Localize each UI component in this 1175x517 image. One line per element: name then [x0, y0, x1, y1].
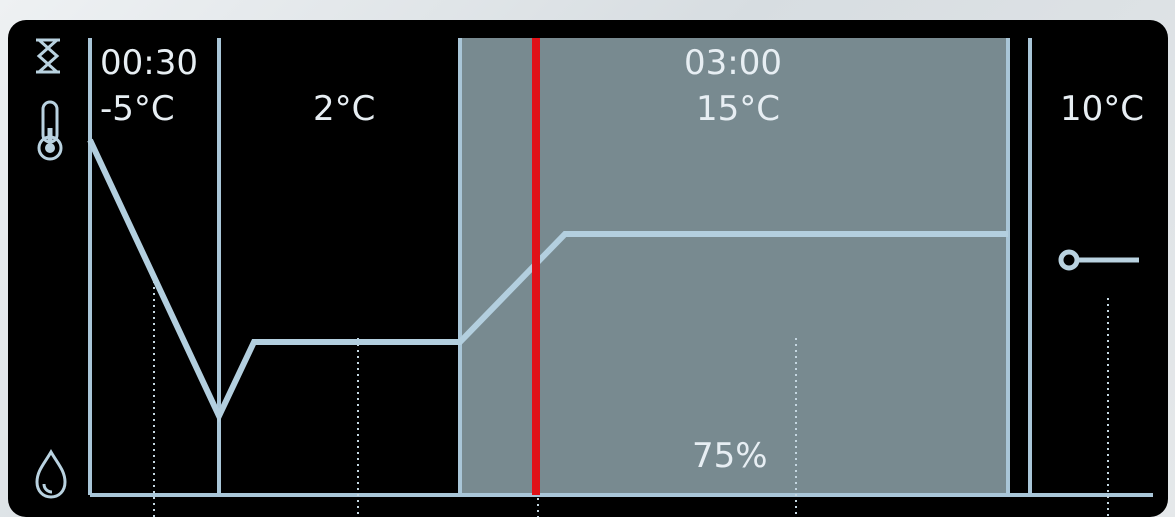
second-phase-temperature: 2°C: [313, 89, 375, 129]
water-drop-icon: [35, 449, 67, 499]
active-phase-panel: [460, 38, 1008, 493]
active-phase-time: 03:00: [684, 43, 782, 83]
program-diagram: 00:30 -5°C 2°C 03:00 15°C 75% 10°C: [35, 38, 1153, 517]
left-phase-temperature: -5°C: [100, 89, 175, 129]
hourglass-icon: [36, 38, 60, 74]
active-phase-humidity: 75%: [692, 436, 768, 476]
program-screen: 00:30 -5°C 2°C 03:00 15°C 75% 10°C: [8, 20, 1168, 517]
temperature-profile-line: [87, 138, 1008, 424]
right-phase-temperature: 10°C: [1060, 89, 1144, 129]
active-phase-temperature: 15°C: [696, 89, 780, 129]
left-phase-time: 00:30: [100, 43, 198, 83]
thermometer-icon: [37, 100, 63, 161]
probe-icon: [1058, 249, 1139, 271]
